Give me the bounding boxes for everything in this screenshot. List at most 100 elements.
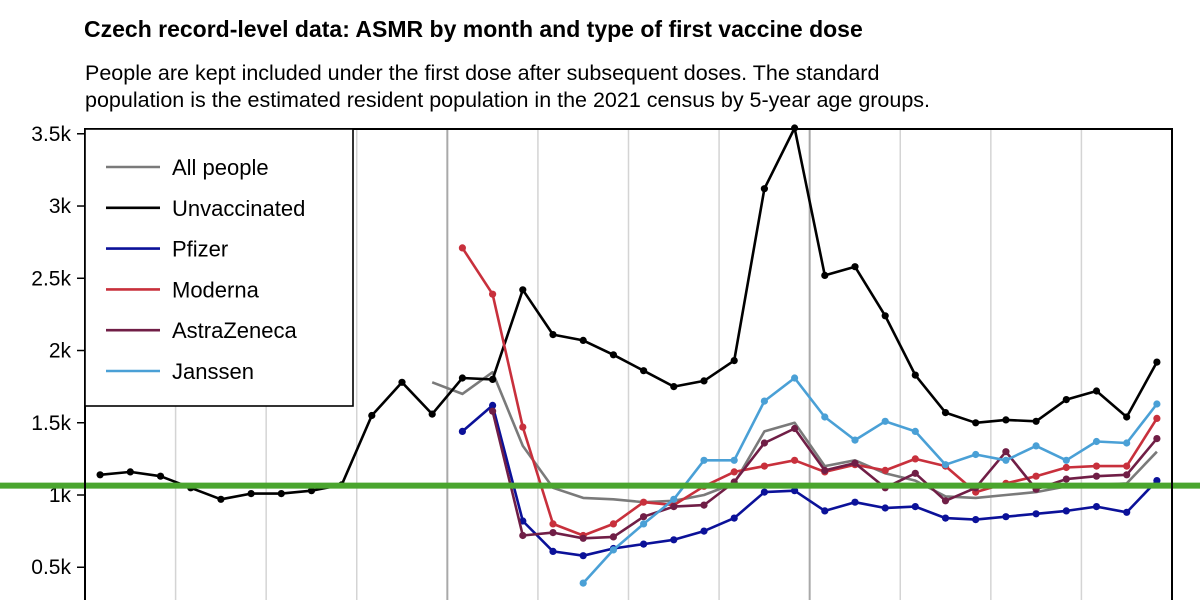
data-point [911,469,919,477]
data-point [791,456,799,464]
data-point [760,397,769,405]
data-point [911,455,919,463]
y-tick-label-6: 3.5k [31,123,71,146]
data-point [519,423,527,431]
series-line [461,247,1158,537]
data-point [881,417,889,425]
data-point [881,312,889,320]
y-axis: 0.5k 1k 1.5k 2k 2.5k 3k 3.5k [31,123,85,579]
y-tick-label-5: 3k [49,195,72,218]
data-point [1123,413,1131,421]
data-point [972,419,980,427]
data-point [851,436,859,444]
data-point [519,286,527,294]
data-point [760,185,769,193]
data-point [670,536,678,544]
legend-label-5: Janssen [172,359,254,384]
data-point [730,357,738,365]
data-point [458,244,466,252]
data-point [640,520,648,528]
data-point [277,490,285,498]
data-point [428,410,436,418]
data-point [941,497,950,505]
data-point [549,547,557,556]
data-point [1092,437,1101,446]
data-point [1153,358,1161,366]
data-point [1092,387,1101,395]
data-point [821,466,829,474]
data-point [700,456,708,464]
subtitle-line-1: People are kept included under the first… [85,61,880,85]
data-point [579,552,587,560]
data-point [609,546,618,554]
y-tick-label-2: 1.5k [31,412,71,435]
data-point [730,468,738,476]
data-point [1092,503,1101,511]
data-point [911,503,919,511]
data-point [217,495,225,503]
data-point [579,579,587,587]
data-point [760,439,769,447]
data-point [398,378,406,386]
data-point [730,456,738,464]
data-point [489,375,497,383]
data-point [458,374,466,382]
data-point [640,498,648,506]
data-point [579,534,587,542]
data-point [670,383,678,391]
series-pfizer [458,401,1161,560]
chart-subtitle: People are kept included under the first… [85,60,930,114]
data-point [1123,462,1131,470]
data-point [941,409,950,417]
data-point [821,271,829,279]
y-tick-label-1: 1k [49,484,72,507]
data-point [640,367,648,375]
data-point [760,462,769,470]
data-point [156,472,165,480]
data-point [730,514,738,522]
data-point [549,331,557,339]
data-point [1002,416,1010,424]
data-point [609,533,618,541]
data-point [1123,508,1131,516]
legend-label-2: Pfizer [172,237,228,262]
data-point [700,501,708,509]
data-point [1002,513,1010,521]
data-point [1062,456,1070,464]
data-point [941,461,950,469]
data-point [1032,510,1040,518]
data-point [549,529,557,537]
data-point [126,468,134,476]
data-point [881,504,889,512]
data-point [670,495,678,503]
y-tick-label-0: 0.5k [31,556,71,579]
data-point [911,427,919,435]
subtitle-line-2: population is the estimated resident pop… [85,88,931,112]
series-unvaccinated [96,124,1161,503]
data-point [1062,475,1070,483]
data-point [851,498,859,506]
data-point [489,290,497,298]
data-point [640,540,648,548]
y-tick-label-4: 2.5k [31,267,71,290]
data-point [881,466,889,474]
data-point [1062,463,1070,472]
data-point [307,487,316,495]
data-point [821,507,829,515]
data-point [1123,439,1131,447]
series-line [582,376,1158,584]
data-point [1062,396,1070,404]
y-tick-label-3: 2k [49,340,72,363]
data-point [579,336,587,344]
data-point [1153,477,1161,485]
legend-label-0: All people [172,155,269,180]
data-point [368,411,376,420]
data-point [791,487,799,495]
data-point [1032,472,1040,480]
data-point [1153,414,1161,422]
data-point [489,407,497,415]
data-point [821,413,829,421]
legend-label-3: Moderna [172,277,260,302]
data-point [1092,462,1101,470]
